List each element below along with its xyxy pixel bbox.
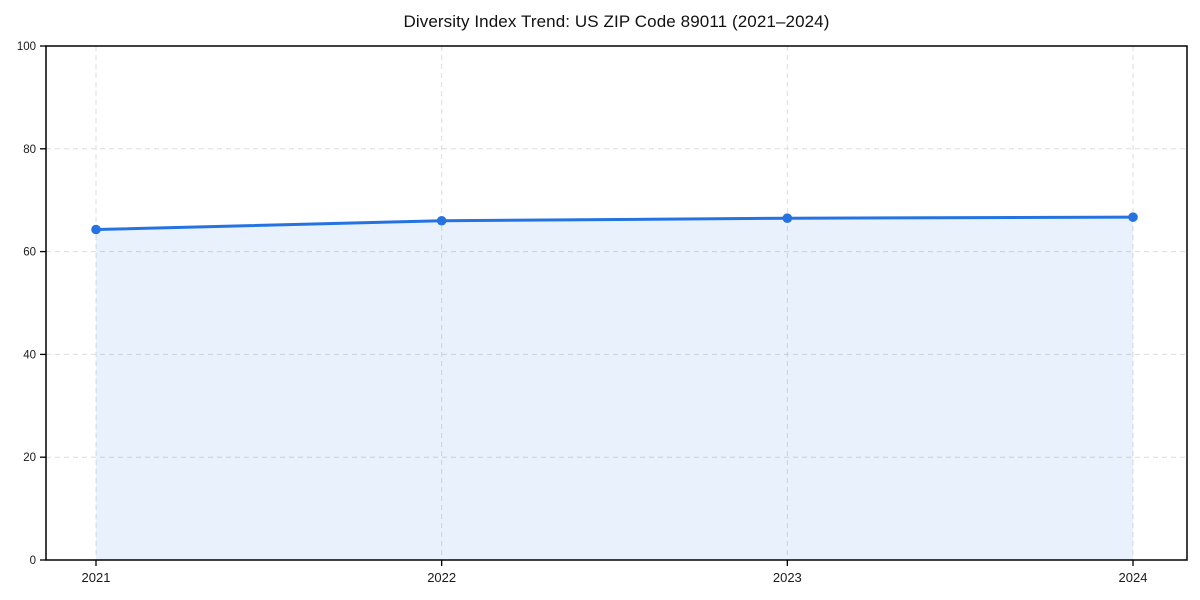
- area-fill: [96, 217, 1133, 561]
- y-tick-label: 40: [23, 349, 36, 361]
- data-point-2022: [436, 215, 447, 226]
- y-tick-label: 60: [23, 247, 36, 259]
- y-tick-label: 80: [23, 144, 36, 156]
- x-tick-label: 2024: [1119, 570, 1148, 585]
- data-point-2021: [91, 224, 101, 235]
- chart-title: Diversity Index Trend: US ZIP Code 89011…: [403, 12, 830, 31]
- x-tick-label: 2021: [82, 570, 111, 585]
- y-tick-label: 100: [17, 41, 36, 53]
- x-tick-label: 2023: [773, 570, 802, 585]
- trend-line: [94, 215, 1135, 231]
- data-point-2023: [782, 213, 793, 223]
- x-tick-label: 2022: [427, 570, 456, 585]
- data-point-2024: [1128, 212, 1138, 222]
- y-tick-label: 20: [23, 452, 36, 464]
- y-tick-label: 0: [30, 555, 36, 567]
- plot-border: [45, 45, 1188, 561]
